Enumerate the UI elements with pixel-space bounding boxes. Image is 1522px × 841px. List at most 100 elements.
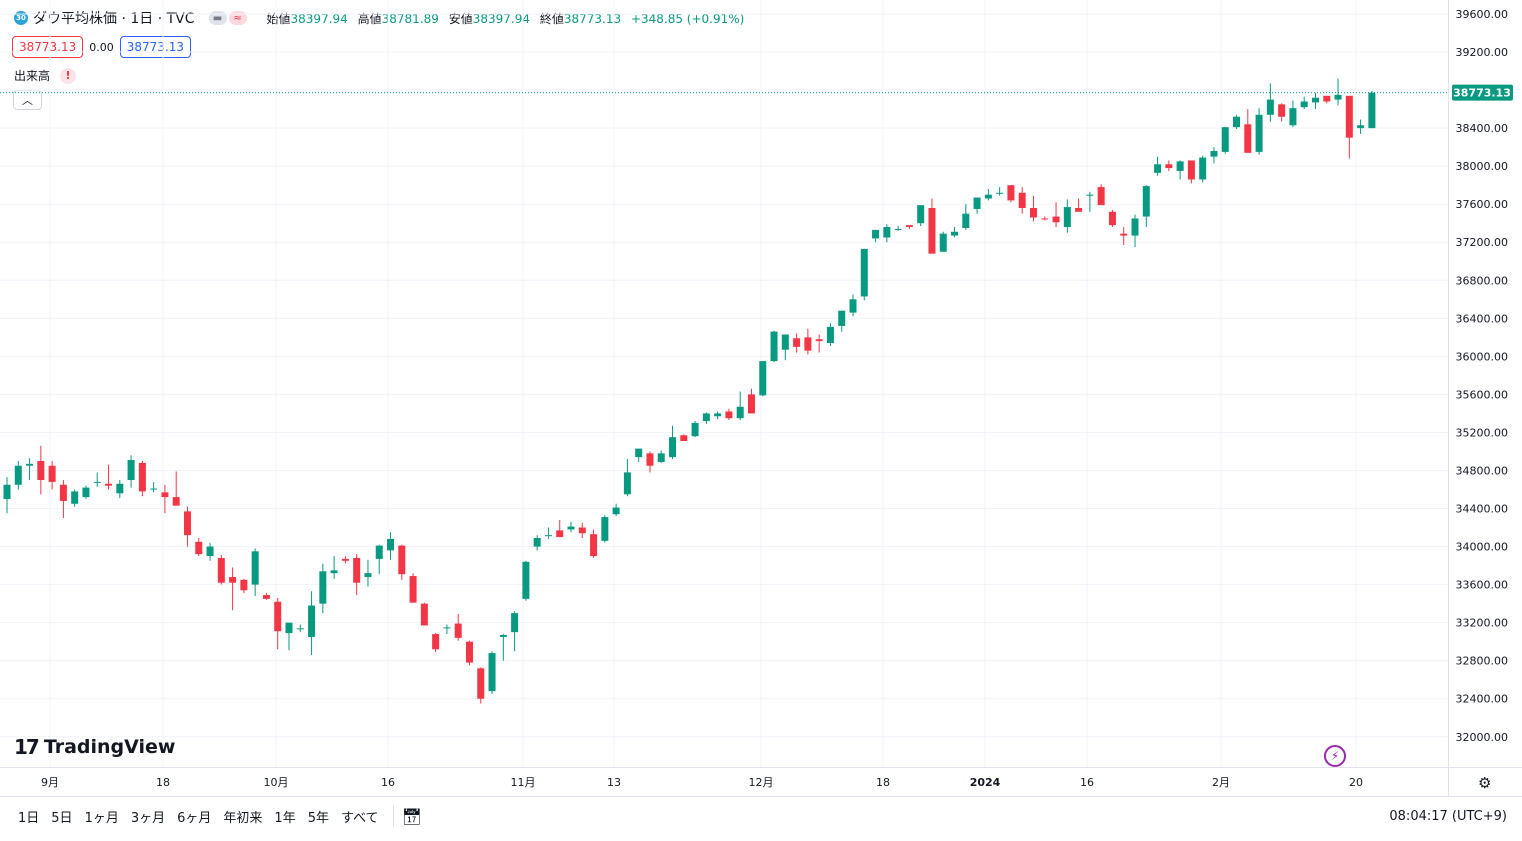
- open-value: 38397.94: [290, 11, 348, 26]
- time-tick-label: 16: [381, 776, 395, 789]
- candle-body: [59, 484, 67, 501]
- close-label: 終値: [539, 11, 564, 26]
- candle-body: [612, 507, 620, 515]
- price-tick-label: 35600.00: [1456, 388, 1509, 401]
- volume-label[interactable]: 出来高: [14, 69, 51, 83]
- lightning-icon[interactable]: ⚡: [1324, 745, 1346, 767]
- candle-body: [691, 422, 699, 437]
- candle-body: [1199, 157, 1207, 180]
- candle-body: [849, 299, 857, 313]
- candle-body: [996, 192, 1004, 194]
- candle-body: [330, 570, 338, 574]
- price-tick-label: 34400.00: [1456, 503, 1509, 516]
- candle-body: [1187, 160, 1195, 180]
- low-label: 安値: [448, 11, 473, 26]
- range-3m-button[interactable]: 3ヶ月: [130, 810, 166, 826]
- candle-body: [826, 326, 834, 344]
- toolbar-divider: [392, 805, 394, 827]
- candle-body: [905, 225, 913, 228]
- price-tick-label: 38400.00: [1456, 122, 1509, 135]
- open-label: 始値: [266, 11, 291, 26]
- candle-body: [578, 527, 586, 534]
- price-tick-label: 33600.00: [1456, 579, 1509, 592]
- candle-body: [341, 558, 349, 561]
- candle-body: [285, 622, 293, 634]
- candle-body: [860, 248, 868, 297]
- range-ytd-button[interactable]: 年初来: [223, 810, 263, 826]
- candle-body: [736, 406, 744, 419]
- candle-body: [93, 481, 101, 483]
- candle-body: [161, 492, 169, 498]
- candle-body: [1075, 208, 1083, 212]
- candle-body: [409, 576, 417, 603]
- candle-body: [522, 561, 530, 599]
- candle-body: [477, 668, 485, 699]
- price-tick-label: 36400.00: [1456, 312, 1509, 325]
- range-1m-button[interactable]: 1ヶ月: [84, 810, 119, 826]
- candle-body: [759, 361, 767, 396]
- candle-body: [1289, 108, 1297, 126]
- candle-body: [781, 334, 789, 350]
- candle-body: [793, 338, 801, 347]
- ask-price[interactable]: 38773.13: [119, 36, 192, 58]
- candle-body: [533, 538, 541, 547]
- candle-body: [646, 453, 654, 466]
- candle-body: [274, 601, 282, 632]
- candle-body: [353, 557, 361, 583]
- candle-body: [375, 545, 383, 559]
- candle-body: [1266, 99, 1274, 115]
- range-6m-button[interactable]: 6ヶ月: [177, 810, 212, 826]
- candle-body: [984, 194, 992, 199]
- gear-icon[interactable]: ⚙: [1478, 774, 1492, 792]
- candle-body: [1311, 97, 1319, 103]
- candle-body: [669, 437, 677, 458]
- range-1d-button[interactable]: 1日: [18, 810, 40, 826]
- price-tick-label: 37600.00: [1456, 198, 1509, 211]
- candle-body: [3, 484, 11, 500]
- candle-body: [82, 487, 90, 498]
- bid-price[interactable]: 38773.13: [12, 36, 84, 58]
- clock[interactable]: 08:04:17 (UTC+9): [1389, 808, 1507, 824]
- candle-body: [714, 413, 722, 417]
- range-1y-button[interactable]: 1年: [274, 810, 296, 826]
- time-tick-label: 18: [876, 776, 890, 789]
- price-tick-label: 37200.00: [1456, 236, 1509, 249]
- candle-body: [499, 635, 507, 637]
- time-tick-label: 12月: [749, 776, 774, 789]
- calendar-icon[interactable]: 📅︎: [401, 806, 422, 826]
- candle-body: [105, 483, 113, 486]
- bid-ask-row: 38773.13 0.00 38773.13: [12, 36, 192, 58]
- range-all-button[interactable]: すべて: [340, 810, 379, 826]
- time-tick-label: 11月: [511, 776, 536, 789]
- candle-body: [894, 228, 902, 230]
- candle-body: [815, 339, 823, 342]
- logo-text: TradingView: [43, 736, 176, 758]
- candle-body: [939, 233, 947, 252]
- warning-icon[interactable]: !: [60, 67, 77, 84]
- candle-body: [251, 551, 259, 585]
- time-tick-label: 18: [156, 776, 170, 789]
- range-5d-button[interactable]: 5日: [51, 810, 73, 826]
- candle-body: [14, 465, 22, 485]
- candle-body: [150, 488, 158, 490]
- candle-body: [1029, 208, 1037, 218]
- volume-legend: 出来高 !: [14, 67, 77, 84]
- price-chart[interactable]: 39600.0039200.0038800.0038400.0038000.00…: [0, 0, 1522, 796]
- candle-body: [1097, 187, 1105, 206]
- chevron-up-icon: ︿: [22, 94, 33, 107]
- price-tick-label: 34800.00: [1456, 464, 1509, 477]
- candle-body: [217, 557, 225, 583]
- change-value: +348.85 (+0.91%): [630, 11, 745, 26]
- range-5y-button[interactable]: 5年: [307, 810, 329, 826]
- candle-body: [917, 205, 925, 224]
- candle-body: [127, 460, 135, 480]
- candle-body: [420, 603, 428, 626]
- candle-body: [488, 653, 496, 692]
- candle-body: [454, 623, 462, 638]
- price-tick-label: 33200.00: [1456, 617, 1509, 630]
- high-label: 高値: [357, 11, 382, 26]
- symbol-title[interactable]: ダウ平均株価 · 1日 · TVC: [33, 11, 195, 27]
- candle-body: [308, 605, 316, 637]
- price-tick-label: 36000.00: [1456, 350, 1509, 363]
- candle-body: [1041, 218, 1049, 220]
